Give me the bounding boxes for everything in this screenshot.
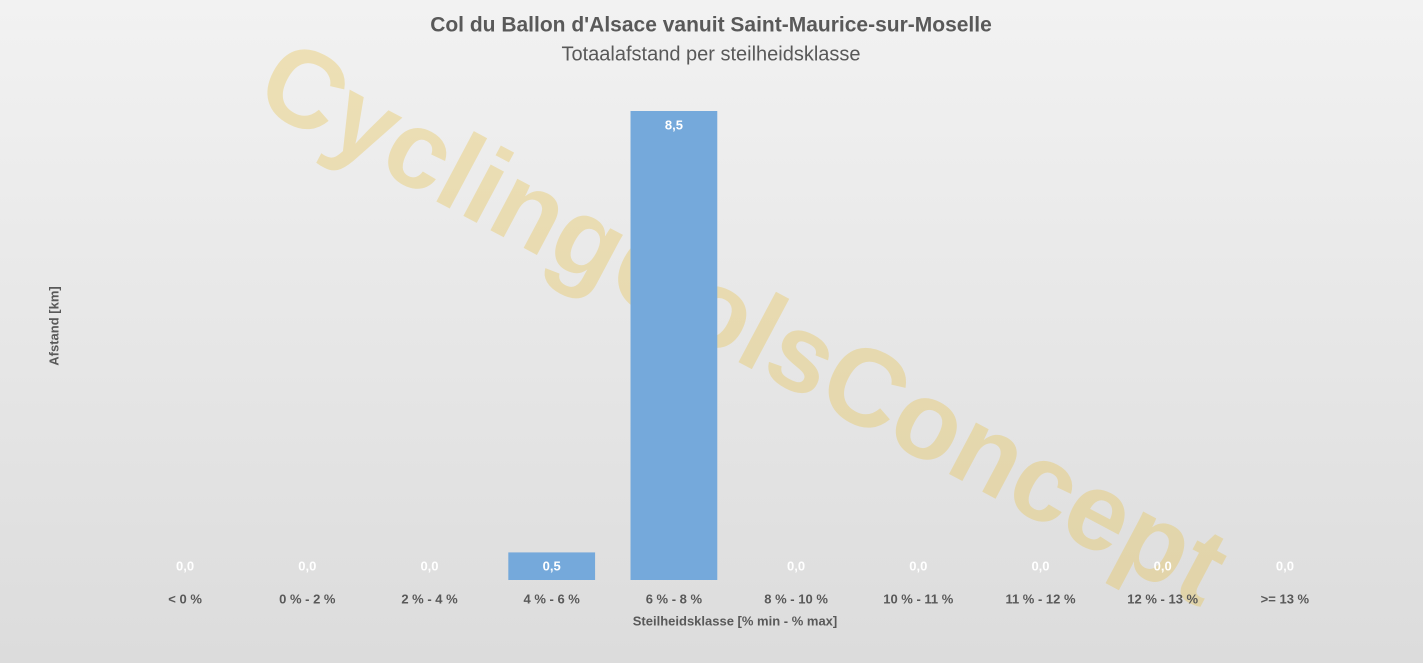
x-tick-label: 12 % - 13 % [1127,591,1198,606]
x-tick-label: >= 13 % [1261,591,1310,606]
x-tick-label: 0 % - 2 % [279,591,336,606]
data-label: 0,0 [1154,558,1172,573]
x-axis-title: Steilheidsklasse [% min - % max] [633,613,837,628]
y-axis-title: Afstand [km] [46,286,61,365]
bar [630,111,718,580]
data-label: 0,0 [909,558,927,573]
data-label: 8,5 [665,117,683,132]
data-label: 0,0 [1031,558,1049,573]
x-tick-label: 4 % - 6 % [524,591,581,606]
data-label: 0,0 [176,558,194,573]
x-tick-label: 6 % - 8 % [646,591,703,606]
data-label: 0,5 [543,558,561,573]
chart-subtitle: Totaalafstand per steilheidsklasse [561,43,860,65]
data-label: 0,0 [420,558,438,573]
x-tick-label: < 0 % [168,591,202,606]
chart-title: Col du Ballon d'Alsace vanuit Saint-Maur… [430,14,992,37]
data-label: 0,0 [1276,558,1294,573]
x-tick-label: 10 % - 11 % [883,591,954,606]
data-label: 0,0 [787,558,805,573]
data-label: 0,0 [298,558,316,573]
bar [508,552,596,580]
x-tick-label: 2 % - 4 % [401,591,458,606]
x-tick-label: 11 % - 12 % [1005,591,1076,606]
x-tick-label: 8 % - 10 % [764,591,828,606]
